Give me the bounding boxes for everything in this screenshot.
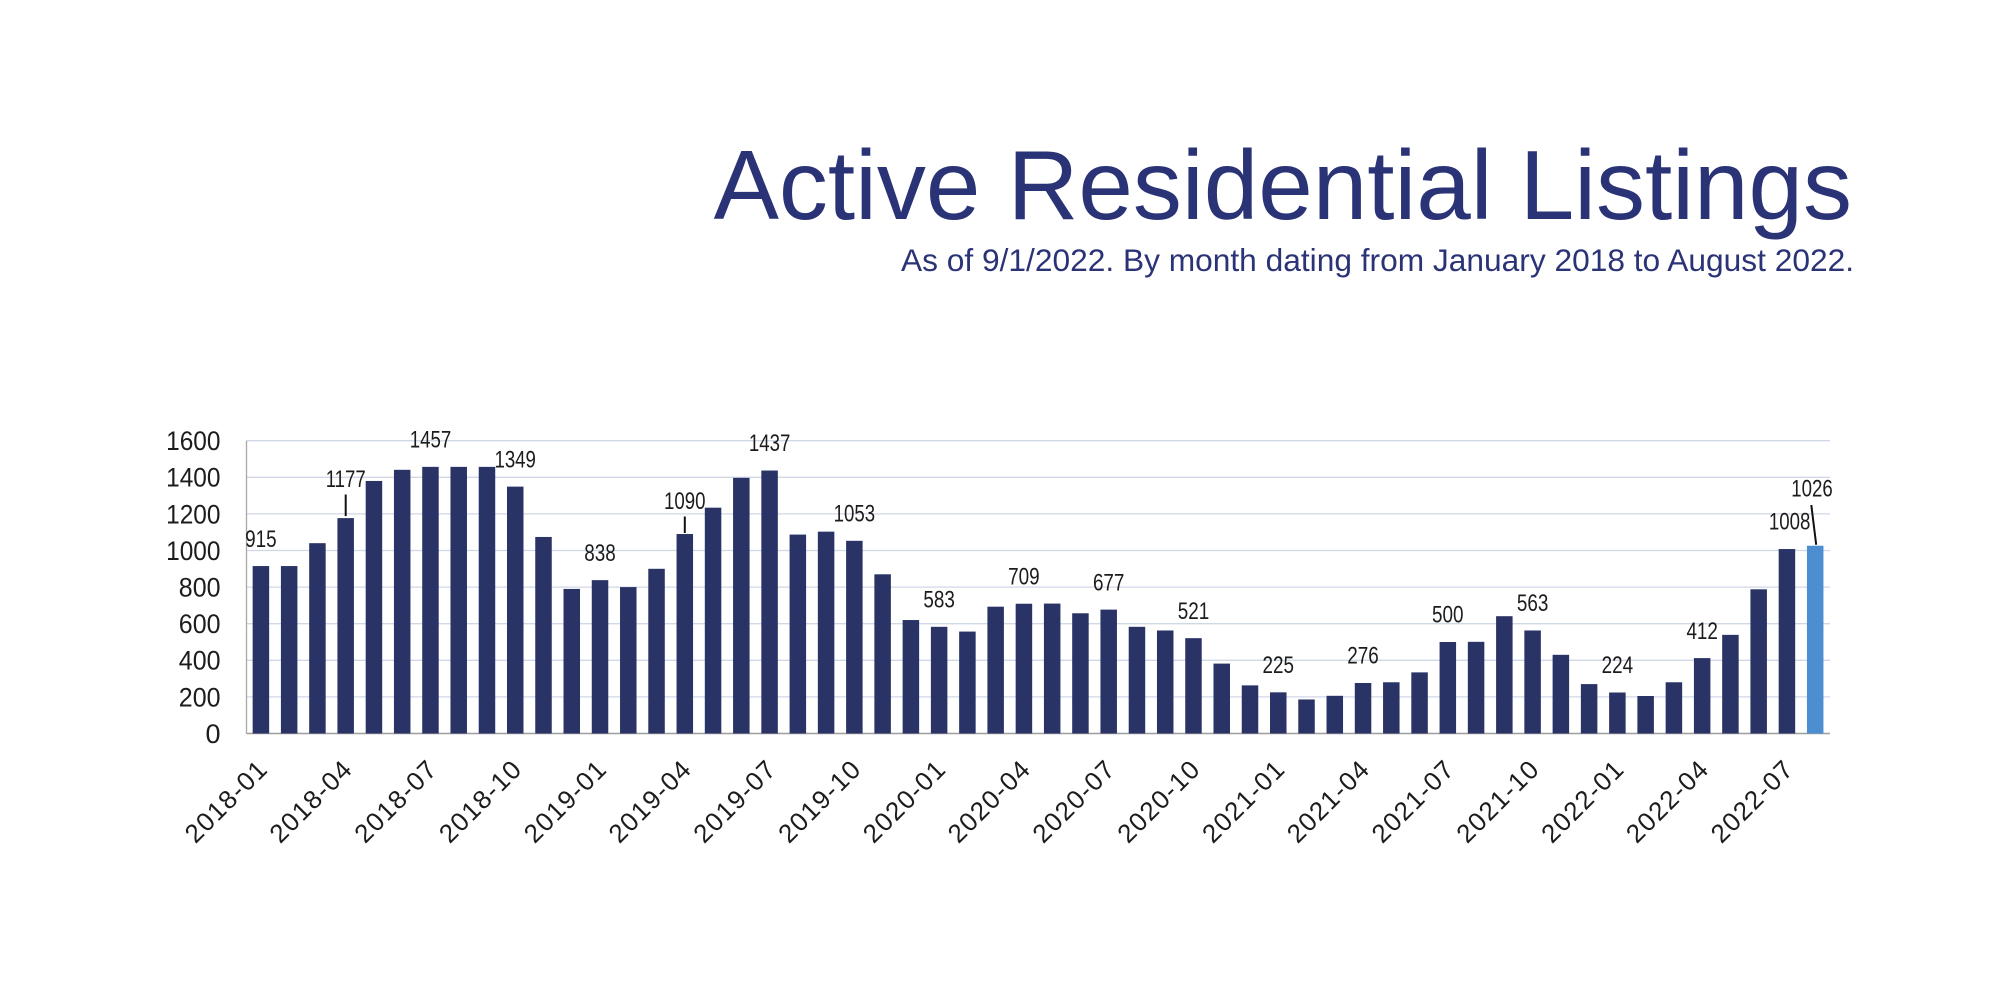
svg-text:2018-07: 2018-07 — [348, 754, 443, 849]
svg-text:2018-10: 2018-10 — [433, 754, 528, 849]
svg-text:2020-04: 2020-04 — [942, 754, 1037, 849]
svg-text:2019-10: 2019-10 — [772, 754, 867, 849]
svg-text:225: 225 — [1263, 652, 1295, 679]
svg-text:276: 276 — [1347, 643, 1379, 670]
svg-text:1437: 1437 — [749, 430, 791, 457]
svg-text:2019-01: 2019-01 — [518, 754, 613, 849]
svg-text:1600: 1600 — [166, 426, 220, 456]
svg-text:1400: 1400 — [166, 463, 220, 493]
svg-text:2021-01: 2021-01 — [1196, 754, 1291, 849]
svg-text:677: 677 — [1093, 569, 1125, 596]
svg-text:1177: 1177 — [326, 466, 366, 493]
svg-text:224: 224 — [1602, 652, 1634, 679]
svg-text:500: 500 — [1432, 602, 1464, 629]
svg-text:2018-01: 2018-01 — [179, 754, 274, 849]
svg-text:915: 915 — [245, 526, 277, 553]
svg-text:200: 200 — [179, 682, 221, 712]
svg-text:709: 709 — [1008, 564, 1040, 591]
svg-text:0: 0 — [205, 719, 220, 749]
svg-text:2020-01: 2020-01 — [857, 754, 952, 849]
svg-text:2019-04: 2019-04 — [602, 754, 697, 849]
svg-text:2021-10: 2021-10 — [1450, 754, 1545, 849]
svg-text:2021-07: 2021-07 — [1365, 754, 1460, 849]
svg-text:583: 583 — [923, 587, 955, 614]
svg-text:521: 521 — [1178, 598, 1210, 625]
svg-text:2019-07: 2019-07 — [687, 754, 782, 849]
svg-text:1053: 1053 — [834, 501, 876, 528]
svg-text:2022-04: 2022-04 — [1620, 754, 1715, 849]
svg-text:1008: 1008 — [1769, 509, 1811, 536]
svg-text:2022-07: 2022-07 — [1705, 754, 1800, 849]
svg-text:800: 800 — [179, 573, 221, 603]
svg-text:1090: 1090 — [664, 488, 706, 515]
svg-text:563: 563 — [1517, 590, 1549, 617]
svg-text:1000: 1000 — [166, 536, 220, 566]
svg-text:400: 400 — [179, 646, 221, 676]
svg-text:1349: 1349 — [494, 446, 536, 473]
svg-text:2018-04: 2018-04 — [263, 754, 358, 849]
svg-text:1200: 1200 — [166, 499, 220, 529]
svg-text:1026: 1026 — [1791, 475, 1833, 502]
svg-text:600: 600 — [179, 609, 221, 639]
svg-text:2020-07: 2020-07 — [1026, 754, 1121, 849]
svg-text:2020-10: 2020-10 — [1111, 754, 1206, 849]
svg-text:412: 412 — [1686, 618, 1718, 645]
svg-text:2022-01: 2022-01 — [1535, 754, 1630, 849]
svg-text:2021-04: 2021-04 — [1281, 754, 1376, 849]
svg-text:1457: 1457 — [410, 427, 452, 454]
svg-text:838: 838 — [584, 540, 616, 567]
